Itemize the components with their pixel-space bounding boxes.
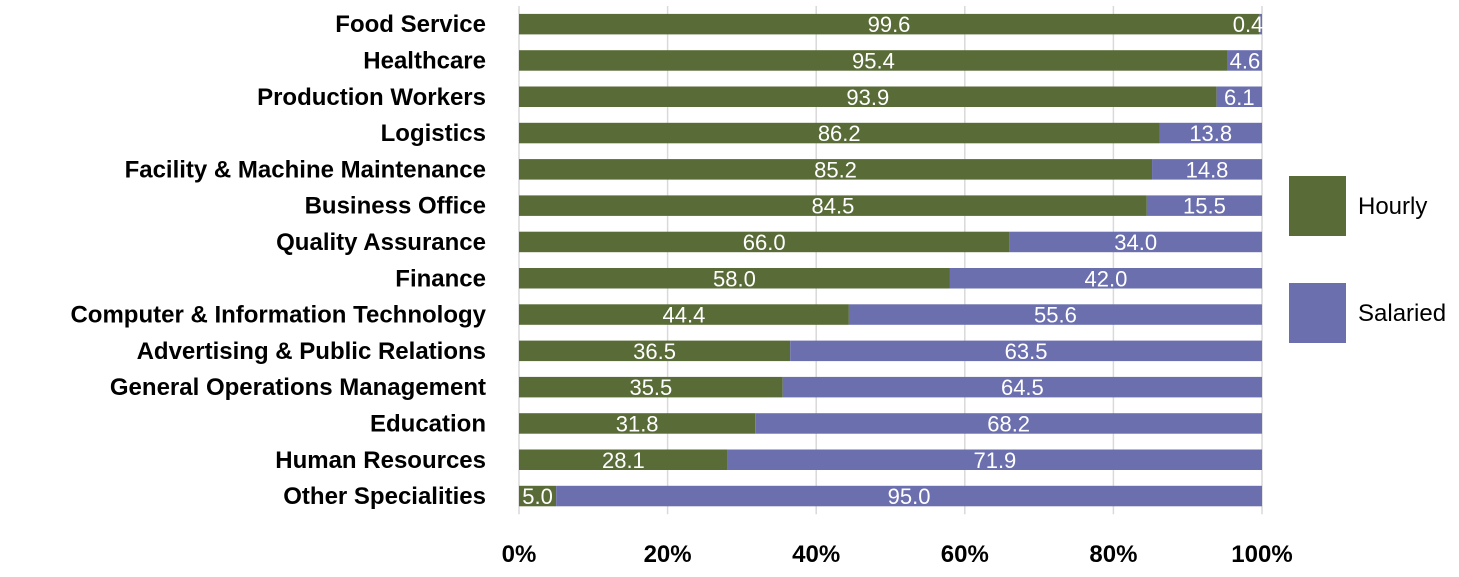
- bar-segment-hourly: [519, 304, 849, 325]
- data-label: 42.0: [1085, 266, 1128, 291]
- bar-segment-hourly: [519, 50, 1228, 71]
- bar-segment-hourly: [519, 413, 756, 434]
- data-label: 71.9: [973, 448, 1016, 473]
- x-tick-label: 0%: [502, 541, 537, 568]
- bar-segment-salaried: [1227, 50, 1262, 71]
- data-label: 4.6: [1230, 48, 1261, 73]
- data-label: 84.5: [812, 194, 855, 219]
- data-label: 85.2: [814, 157, 857, 182]
- bar-segment-hourly: [519, 86, 1217, 107]
- category-label: Food Service: [335, 11, 486, 38]
- bar-segment-salaried: [1152, 159, 1262, 180]
- data-label: 15.5: [1183, 194, 1226, 219]
- bar-segment-hourly: [519, 485, 557, 507]
- data-label: 44.4: [663, 303, 706, 328]
- data-label: 95.4: [852, 48, 895, 73]
- bar-segment-hourly: [519, 340, 791, 362]
- bar-segment-hourly: [519, 13, 1260, 35]
- bar-segment-salaried: [556, 485, 1262, 507]
- bar-segment-salaried: [790, 340, 1262, 362]
- bar-segment-hourly: [519, 195, 1147, 216]
- data-label: 86.2: [818, 121, 861, 146]
- data-label: 36.5: [633, 339, 676, 364]
- bar-segment-hourly: [519, 122, 1160, 144]
- data-label: 55.6: [1034, 303, 1077, 328]
- data-label: 63.5: [1005, 339, 1048, 364]
- bar-segment-hourly: [519, 449, 728, 470]
- x-tick-label: 80%: [1089, 541, 1137, 568]
- gridlines: [518, 6, 1263, 515]
- category-label: Finance: [395, 265, 486, 292]
- data-label: 93.9: [846, 85, 889, 110]
- category-label: General Operations Management: [110, 374, 486, 401]
- data-label: 5.0: [522, 484, 553, 509]
- data-label: 0.4: [1233, 12, 1264, 37]
- data-label: 66.0: [743, 230, 786, 255]
- bar-segment-salaried: [1259, 13, 1262, 35]
- data-label: 58.0: [713, 266, 756, 291]
- category-label: Business Office: [305, 193, 486, 220]
- bar-segment-salaried: [1159, 122, 1262, 144]
- category-label: Human Resources: [275, 447, 486, 474]
- data-label: 35.5: [629, 375, 672, 400]
- data-label: 14.8: [1186, 157, 1229, 182]
- category-label: Quality Assurance: [276, 229, 486, 256]
- x-tick-label: 60%: [941, 541, 989, 568]
- x-tick-label: 40%: [792, 541, 840, 568]
- x-axis-ticks: 0% 20% 40% 60% 80% 100%: [502, 541, 1293, 568]
- data-label: 13.8: [1189, 121, 1232, 146]
- bar-segment-salaried: [1146, 195, 1262, 216]
- category-label: Facility & Machine Maintenance: [125, 156, 486, 183]
- bar-segment-hourly: [519, 159, 1153, 180]
- bar-segment-hourly: [519, 268, 950, 289]
- x-tick-label: 20%: [644, 541, 692, 568]
- category-label: Advertising & Public Relations: [137, 338, 486, 365]
- category-label: Education: [370, 410, 486, 437]
- bar-segment-salaried: [782, 376, 1262, 398]
- legend-swatch-salaried: [1289, 283, 1346, 343]
- category-label: Production Workers: [257, 84, 486, 111]
- category-label: Other Specialities: [283, 483, 486, 510]
- category-label: Healthcare: [363, 47, 486, 74]
- bar-segment-salaried: [727, 449, 1262, 470]
- data-label: 68.2: [987, 411, 1030, 436]
- legend: Hourly Salaried: [1289, 176, 1446, 343]
- bar-segment-hourly: [519, 231, 1010, 253]
- legend-label-hourly: Hourly: [1358, 193, 1427, 220]
- x-tick-label: 100%: [1231, 541, 1292, 568]
- data-label: 31.8: [616, 411, 659, 436]
- data-label: 28.1: [602, 448, 645, 473]
- category-label: Computer & Information Technology: [70, 302, 486, 329]
- data-label: 34.0: [1114, 230, 1157, 255]
- category-labels: Food Service Healthcare Production Workers…: [70, 11, 486, 510]
- data-label: 6.1: [1224, 85, 1255, 110]
- legend-swatch-hourly: [1289, 176, 1346, 236]
- bar-segment-salaried: [755, 413, 1262, 434]
- bar-segment-hourly: [519, 376, 783, 398]
- data-label: 95.0: [888, 484, 931, 509]
- data-label: 99.6: [868, 12, 911, 37]
- category-label: Logistics: [381, 120, 486, 147]
- bars: 99.6 0.4 95.4 4.6 93.9 6.1 86.2 13.8 85.2 14.8 84.…: [519, 12, 1263, 509]
- data-label: 64.5: [1001, 375, 1044, 400]
- bar-segment-salaried: [949, 268, 1262, 289]
- bar-segment-salaried: [1216, 86, 1262, 107]
- bar-segment-salaried: [1009, 231, 1262, 253]
- bar-segment-salaried: [848, 304, 1262, 325]
- legend-label-salaried: Salaried: [1358, 300, 1446, 327]
